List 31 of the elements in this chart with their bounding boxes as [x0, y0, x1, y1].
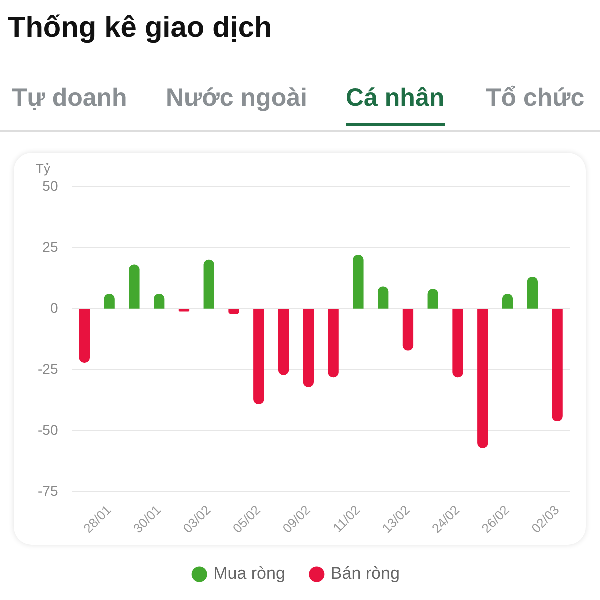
bar [328, 309, 339, 378]
y-tick-label: -25 [38, 360, 58, 377]
y-tick-label: 50 [42, 178, 58, 194]
chart-title: Thống kê giao dịch [8, 12, 272, 45]
y-tick-label: 25 [42, 238, 58, 255]
bar [79, 309, 90, 363]
text: Tự doanh [12, 84, 128, 114]
bar [228, 309, 240, 314]
text: Nước ngoài [166, 84, 308, 114]
bar [428, 289, 438, 309]
bar [552, 309, 563, 422]
bar [353, 254, 364, 309]
bar [402, 309, 414, 351]
bar [204, 260, 214, 309]
y-axis-title: Tỷ [36, 161, 51, 176]
y-tick-label: -50 [38, 422, 58, 438]
bar [129, 264, 140, 309]
bar [278, 309, 290, 376]
bar [478, 309, 488, 448]
bar [178, 309, 190, 312]
y-tick-label: -75 [38, 482, 58, 499]
bar [378, 286, 389, 309]
text: Tổ chức [486, 84, 585, 114]
bar [254, 309, 264, 404]
y-tick-label: 0 [50, 300, 58, 316]
legend-label: Bán ròng [330, 564, 400, 584]
bar [452, 309, 464, 378]
bar [527, 276, 538, 309]
legend-label: Mua ròng [214, 564, 286, 584]
bar [303, 309, 314, 388]
text: Cá nhân [346, 84, 445, 126]
